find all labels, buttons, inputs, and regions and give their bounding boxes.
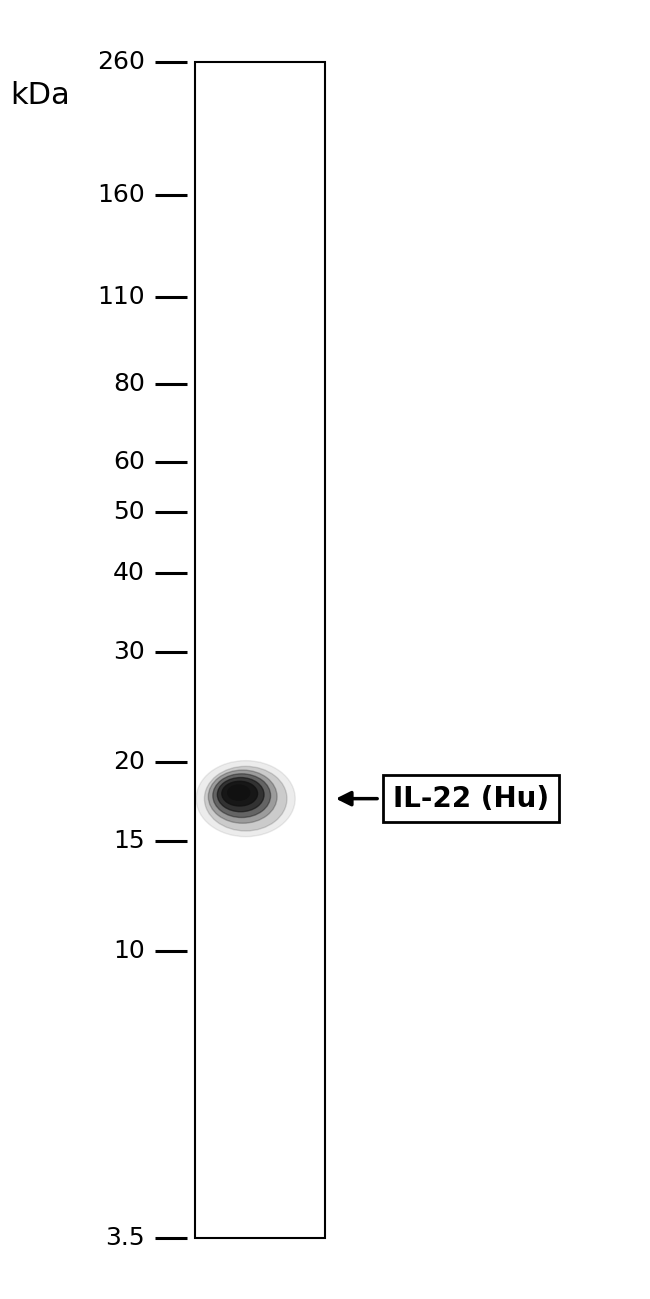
Text: 40: 40 [113,561,145,585]
Text: 15: 15 [113,829,145,852]
Text: kDa: kDa [10,81,70,109]
Text: 10: 10 [113,939,145,964]
Text: 160: 160 [98,183,145,207]
Text: 110: 110 [98,284,145,309]
Text: 3.5: 3.5 [105,1226,145,1250]
Bar [195,62,325,1238]
Ellipse shape [196,761,295,837]
Text: 30: 30 [113,639,145,664]
Ellipse shape [213,774,270,817]
Ellipse shape [222,781,257,805]
Ellipse shape [217,778,264,812]
Ellipse shape [208,770,277,824]
Ellipse shape [205,766,287,831]
Text: 50: 50 [113,500,145,523]
Text: 20: 20 [113,751,145,774]
Text: 260: 260 [97,49,145,74]
Text: IL-22 (Hu): IL-22 (Hu) [393,785,549,813]
Text: 80: 80 [113,372,145,396]
Text: 60: 60 [113,451,145,474]
Ellipse shape [227,785,250,800]
